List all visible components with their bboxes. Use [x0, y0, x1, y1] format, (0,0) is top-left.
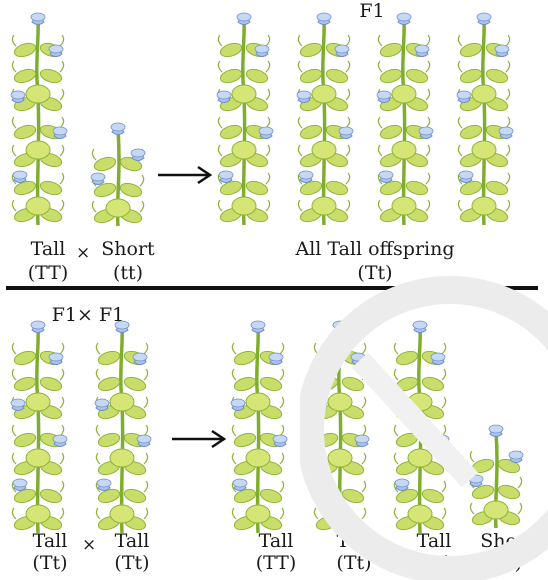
f2-offspring-name: Tall	[258, 530, 294, 552]
f1-tall-plant	[454, 10, 514, 230]
parent2-name: Short	[101, 238, 155, 260]
arrow-icon	[172, 429, 227, 449]
f2-offspring-name: Tall	[336, 530, 372, 552]
f2-tall-plant	[310, 318, 370, 538]
f1-offspring-genotype: (Tt)	[357, 262, 393, 284]
f2-tall-plant	[228, 318, 288, 538]
parent2-genotype: (tt)	[112, 262, 144, 284]
f2-offspring-genotype: (Tt)	[416, 552, 452, 574]
f1-parent1-name: Tall	[32, 530, 68, 552]
parent1-genotype: (TT)	[27, 262, 69, 284]
f1-parent2-name: Tall	[114, 530, 150, 552]
f1-tall-plant	[294, 10, 354, 230]
f1-parent2-genotype: (Tt)	[114, 552, 150, 574]
short-plant-tt	[88, 118, 148, 230]
tall-plant-tt	[8, 10, 68, 230]
f2-tall-plant	[390, 318, 450, 538]
cross-symbol: ×	[76, 243, 91, 263]
section-divider	[6, 286, 538, 290]
f2-offspring-genotype: (Tt)	[336, 552, 372, 574]
f1-parent-plant	[8, 318, 68, 538]
f2-offspring-genotype: (tt)	[491, 552, 523, 574]
f1-offspring-label: All Tall offspring	[295, 238, 455, 260]
f2-offspring-genotype: (TT)	[255, 552, 297, 574]
f1-parent-plant	[92, 318, 152, 538]
f1-generation-label: F1	[359, 0, 385, 22]
f1-cross-label: F1× F1	[51, 304, 125, 326]
f2-offspring-name: Tall	[416, 530, 452, 552]
f1-parent1-genotype: (Tt)	[32, 552, 68, 574]
arrow-icon	[158, 165, 213, 185]
f2-short-plant	[466, 420, 526, 532]
f1-tall-plant	[374, 10, 434, 230]
parent1-name: Tall	[30, 238, 66, 260]
cross-symbol: ×	[82, 535, 97, 555]
f1-tall-plant	[214, 10, 274, 230]
f2-offspring-name: Short	[480, 530, 534, 552]
